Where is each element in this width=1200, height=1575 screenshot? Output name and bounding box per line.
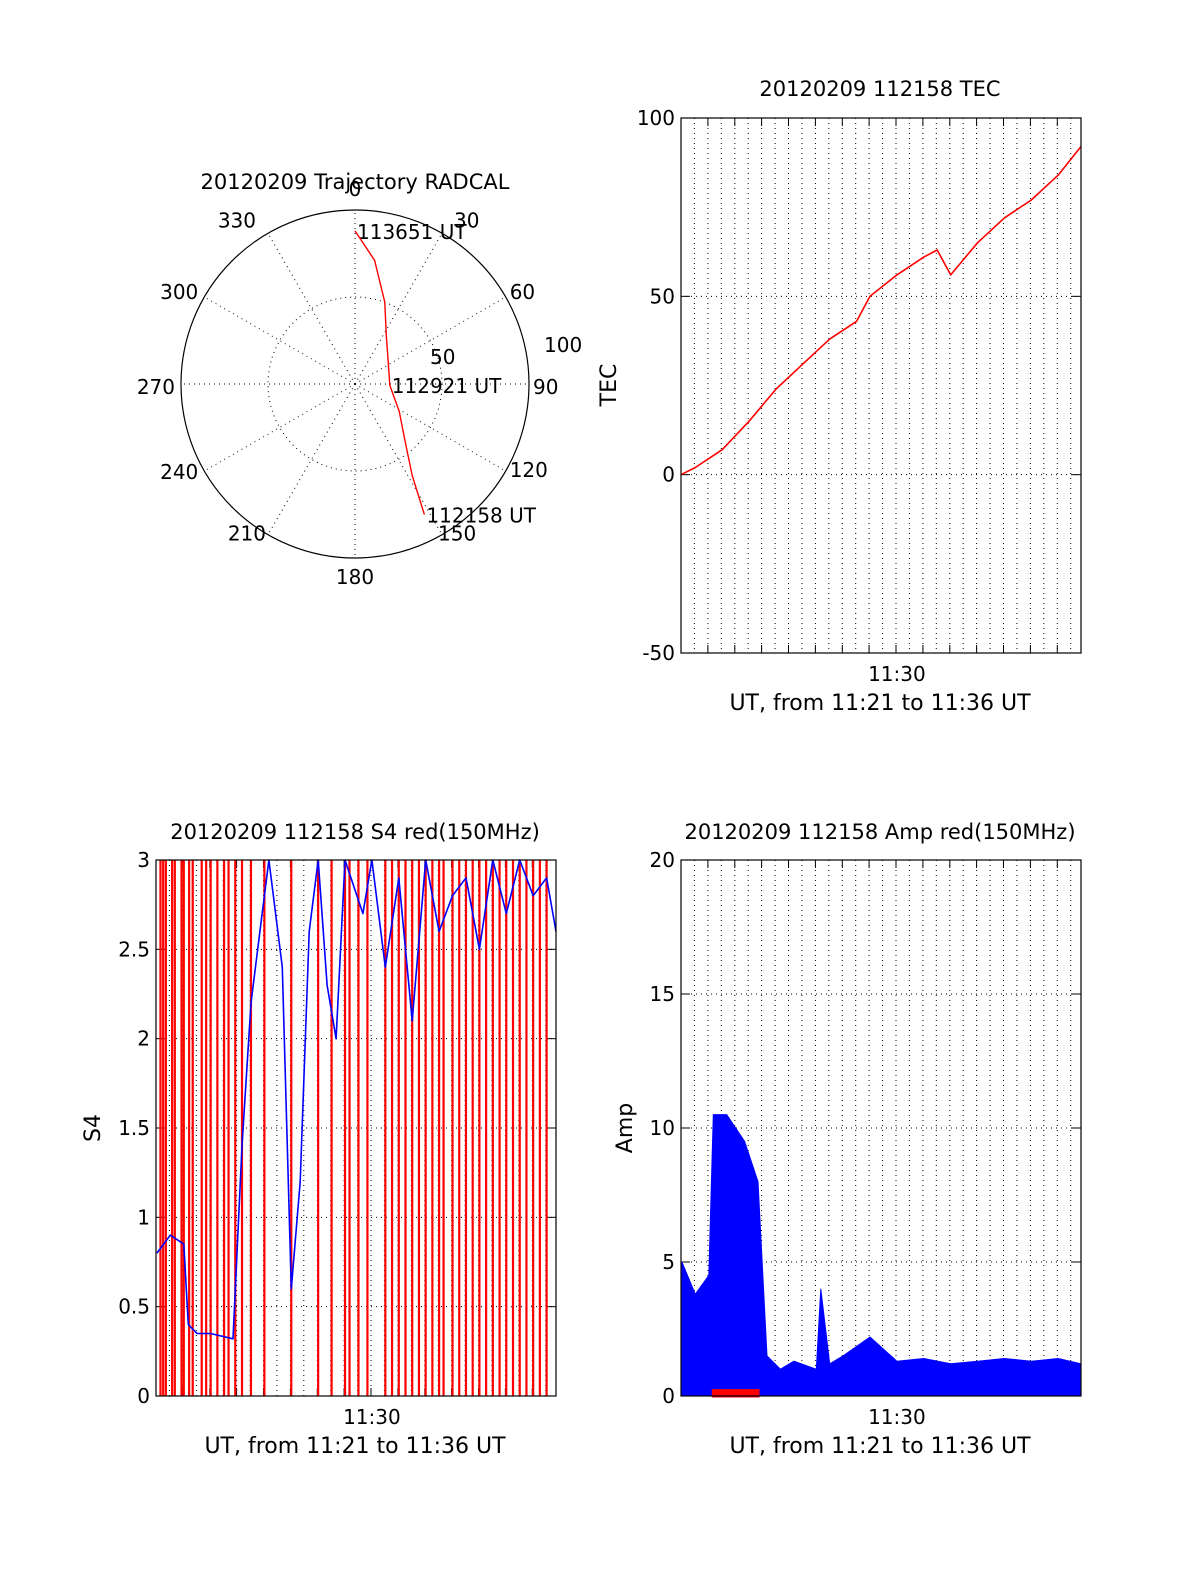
s4-series-blue bbox=[156, 859, 557, 1340]
polar-angle-label: 300 bbox=[160, 280, 198, 304]
s4-ytick-label: 0.5 bbox=[118, 1295, 150, 1319]
s4-title: 20120209 112158 S4 red(150MHz) bbox=[170, 820, 540, 844]
amp-plot-frame bbox=[680, 859, 1082, 1397]
amp-ytick-label: 0 bbox=[662, 1384, 675, 1408]
s4-ytick-label: 2 bbox=[137, 1027, 150, 1051]
tec-ytick-label: 50 bbox=[650, 284, 675, 308]
polar-spoke bbox=[204, 296, 356, 385]
polar-spoke bbox=[354, 233, 443, 385]
polar-spoke bbox=[267, 233, 356, 385]
trajectory-title: 20120209 Trajectory RADCAL bbox=[201, 170, 510, 194]
tec-ylabel: TEC bbox=[597, 364, 622, 408]
amp-ytick-label: 10 bbox=[650, 1116, 675, 1140]
s4-chart: 20120209 112158 S4 red(150MHz) UT, from … bbox=[81, 820, 557, 1459]
tec-ytick-label: -50 bbox=[642, 641, 675, 665]
trajectory-chart: 20120209 Trajectory RADCAL 0 30 60 90 120 150… bbox=[137, 170, 582, 589]
s4-plot-frame bbox=[155, 859, 557, 1397]
amp-title: 20120209 112158 Amp red(150MHz) bbox=[684, 820, 1075, 844]
polar-angle-label: 180 bbox=[336, 565, 374, 589]
amp-xtick-label: 11:30 bbox=[868, 1405, 926, 1429]
s4-ytick-label: 3 bbox=[137, 848, 150, 872]
polar-radius-label: 50 bbox=[430, 345, 455, 369]
polar-spoke bbox=[204, 383, 356, 472]
polar-angle-label: 0 bbox=[349, 177, 362, 201]
tec-ytick-label: 100 bbox=[637, 106, 675, 130]
s4-ytick-label: 1 bbox=[137, 1205, 150, 1229]
tec-xtick-label: 11:30 bbox=[868, 662, 926, 686]
tec-title: 20120209 112158 TEC bbox=[759, 77, 1000, 101]
amp-xlabel: UT, from 11:21 to 11:36 UT bbox=[729, 1434, 1031, 1459]
tec-plot-frame bbox=[680, 117, 1082, 654]
polar-spoke bbox=[354, 383, 443, 535]
amp-series-blue bbox=[681, 1114, 1082, 1397]
polar-angle-label: 150 bbox=[438, 522, 476, 546]
polar-spoke bbox=[267, 383, 356, 535]
amp-chart: 20120209 112158 Amp red(150MHz) UT, from… bbox=[613, 820, 1082, 1459]
polar-angle-label: 270 bbox=[137, 375, 175, 399]
tec-series-red bbox=[680, 146, 1082, 476]
s4-ytick-label: 0 bbox=[137, 1384, 150, 1408]
amp-ytick-label: 20 bbox=[650, 848, 675, 872]
s4-ytick-label: 1.5 bbox=[118, 1116, 150, 1140]
polar-angle-label: 120 bbox=[510, 458, 548, 482]
polar-angle-label: 330 bbox=[218, 208, 256, 232]
trajectory-annotation: 112921 UT bbox=[392, 374, 502, 398]
s4-xlabel: UT, from 11:21 to 11:36 UT bbox=[204, 1434, 506, 1459]
amp-series-red bbox=[711, 1389, 760, 1398]
s4-ytick-label: 2.5 bbox=[118, 937, 150, 961]
polar-angle-label: 210 bbox=[228, 522, 266, 546]
tec-ytick-label: 0 bbox=[662, 463, 675, 487]
polar-inner-ring bbox=[267, 296, 443, 472]
polar-spoke bbox=[354, 383, 506, 472]
trajectory-line bbox=[354, 230, 426, 515]
tec-xlabel: UT, from 11:21 to 11:36 UT bbox=[729, 691, 1031, 716]
amp-ytick-label: 5 bbox=[662, 1250, 675, 1274]
polar-angle-label: 30 bbox=[454, 208, 479, 232]
polar-angle-label: 240 bbox=[160, 460, 198, 484]
polar-angle-label: 60 bbox=[510, 280, 535, 304]
tec-vertical-gridlines bbox=[693, 118, 1072, 653]
polar-spoke bbox=[354, 296, 506, 385]
tec-chart: 20120209 112158 TEC UT, from 11:21 to 11… bbox=[597, 77, 1082, 716]
amp-ylabel: Amp bbox=[613, 1103, 638, 1153]
polar-angle-label: 90 bbox=[533, 375, 558, 399]
s4-xtick-label: 11:30 bbox=[343, 1405, 401, 1429]
polar-radius-label: 100 bbox=[544, 333, 582, 357]
polar-outer-ring bbox=[180, 209, 530, 559]
s4-ylabel: S4 bbox=[81, 1114, 106, 1142]
trajectory-annotation: 113651 UT bbox=[357, 220, 467, 244]
trajectory-annotation: 112158 UT bbox=[426, 504, 536, 528]
amp-ytick-label: 15 bbox=[650, 982, 675, 1006]
